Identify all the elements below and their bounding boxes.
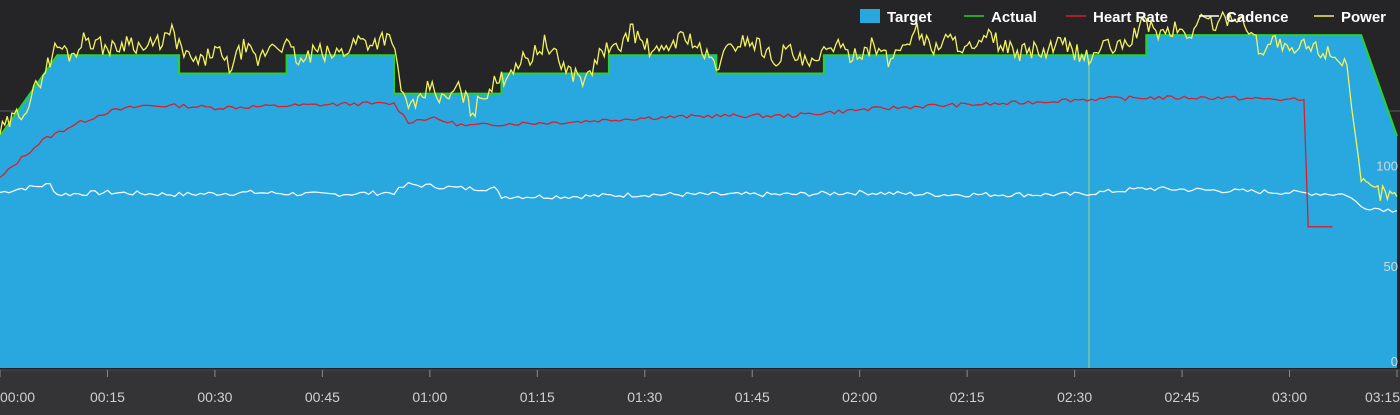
power-line [0,10,1398,202]
x-tick-label: 02:15 [950,389,985,405]
target-area-group [0,35,1397,368]
y-axis-ticks: 0 50 100 [1376,158,1398,369]
target-area [0,35,1397,368]
x-tick-label: 00:45 [305,389,340,405]
y-tick-label: 50 [1384,259,1398,274]
x-tick-label: 00:15 [90,389,125,405]
legend-label: Target [887,9,932,26]
x-tick-label: 01:15 [520,389,555,405]
power-line-group [0,10,1398,202]
x-axis: 00:00 00:15 00:30 00:45 01:00 01:15 01:30 01:45… [0,369,1400,415]
heart-rate-line [0,95,1333,228]
x-axis-band [0,370,1400,415]
cadence-line-group [0,181,1398,213]
heart-rate-line-group [0,95,1333,228]
x-tick-label: 01:30 [627,389,662,405]
legend-label: Cadence [1226,9,1289,26]
cadence-line [0,181,1398,213]
legend: Target Actual Heart Rate Cadence Power [860,9,1386,26]
x-tick-label: 01:45 [735,389,770,405]
y-tick-label: 0 [1391,354,1398,369]
legend-swatch-target [860,9,880,23]
x-tick-label: 00:00 [0,389,35,405]
legend-label: Heart Rate [1093,9,1168,26]
x-tick-label: 02:30 [1057,389,1092,405]
x-tick-label: 00:30 [197,389,232,405]
x-tick-label: 03:15 [1365,389,1400,405]
x-tick-label: 02:45 [1165,389,1200,405]
x-tick-label: 02:00 [842,389,877,405]
x-tick-label: 01:00 [412,389,447,405]
x-tick-label: 03:00 [1272,389,1307,405]
y-tick-label: 100 [1376,158,1398,173]
legend-label: Power [1341,9,1386,26]
legend-label: Actual [991,9,1037,26]
